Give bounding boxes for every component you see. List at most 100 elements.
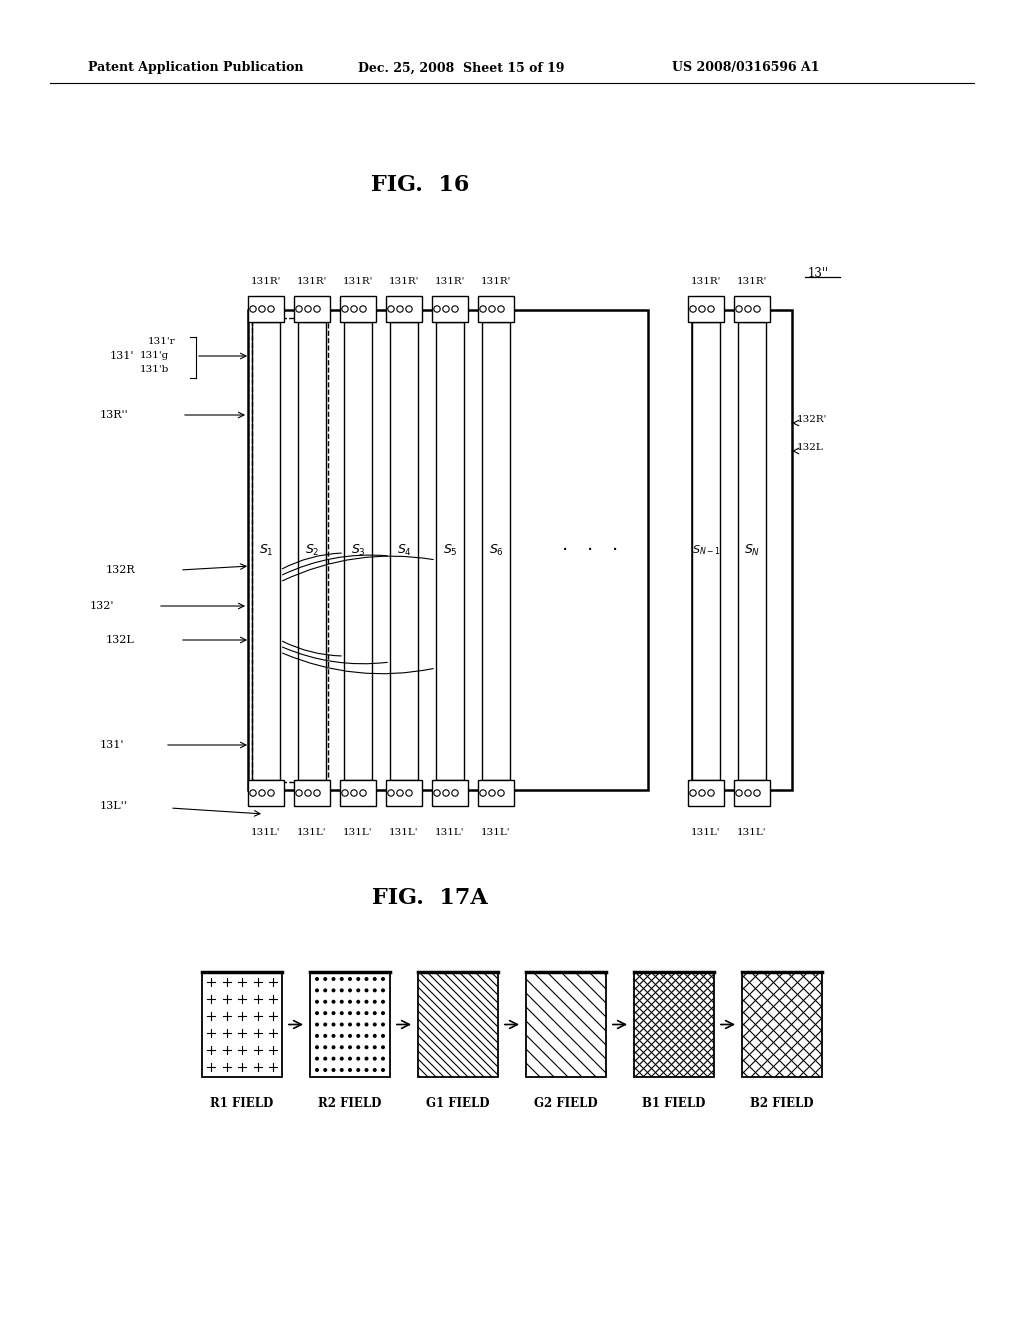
Circle shape xyxy=(357,1035,359,1038)
Text: $S_3$: $S_3$ xyxy=(350,543,366,557)
Circle shape xyxy=(488,789,496,796)
Circle shape xyxy=(342,789,348,796)
Bar xyxy=(436,322,464,780)
Bar xyxy=(692,310,792,789)
Bar xyxy=(738,322,766,780)
Bar xyxy=(310,972,390,1077)
Circle shape xyxy=(382,1045,384,1048)
Text: FIG.  16: FIG. 16 xyxy=(371,174,469,195)
Text: 131L': 131L' xyxy=(737,828,767,837)
Circle shape xyxy=(744,789,752,796)
Circle shape xyxy=(315,1069,318,1072)
Text: 131R': 131R' xyxy=(251,277,282,286)
Circle shape xyxy=(357,1069,359,1072)
Text: 13L'': 13L'' xyxy=(100,801,128,810)
Circle shape xyxy=(366,1057,368,1060)
Circle shape xyxy=(296,789,302,796)
Circle shape xyxy=(442,789,450,796)
Circle shape xyxy=(250,306,256,313)
Text: $S_4$: $S_4$ xyxy=(396,543,412,557)
Bar xyxy=(248,780,284,807)
Circle shape xyxy=(374,1001,376,1003)
Circle shape xyxy=(452,306,458,313)
Bar xyxy=(742,972,822,1077)
Circle shape xyxy=(754,306,760,313)
Circle shape xyxy=(442,306,450,313)
Circle shape xyxy=(324,1035,327,1038)
Text: 132R: 132R xyxy=(106,565,135,576)
Circle shape xyxy=(357,1012,359,1015)
Bar xyxy=(252,322,280,780)
Circle shape xyxy=(349,1057,351,1060)
Bar xyxy=(386,296,422,322)
Text: 131L': 131L' xyxy=(435,828,465,837)
Circle shape xyxy=(315,978,318,981)
Bar xyxy=(482,322,510,780)
Circle shape xyxy=(351,306,357,313)
Bar xyxy=(692,322,720,780)
Circle shape xyxy=(349,1012,351,1015)
Circle shape xyxy=(366,1001,368,1003)
Bar xyxy=(310,972,390,1077)
Circle shape xyxy=(305,306,311,313)
Circle shape xyxy=(332,1069,335,1072)
Bar xyxy=(734,296,770,322)
Text: ·   ·   ·: · · · xyxy=(562,540,618,560)
Circle shape xyxy=(434,306,440,313)
Text: 131L': 131L' xyxy=(251,828,281,837)
Text: 132R': 132R' xyxy=(797,416,827,425)
Circle shape xyxy=(366,1069,368,1072)
Text: $S_1$: $S_1$ xyxy=(259,543,273,557)
Text: R2 FIELD: R2 FIELD xyxy=(318,1097,382,1110)
Text: 131L': 131L' xyxy=(691,828,721,837)
Circle shape xyxy=(313,306,321,313)
Bar xyxy=(688,780,724,807)
Text: 132L: 132L xyxy=(797,444,823,453)
Text: 131R': 131R' xyxy=(389,277,419,286)
Circle shape xyxy=(690,789,696,796)
Text: 131L': 131L' xyxy=(297,828,327,837)
Circle shape xyxy=(698,306,706,313)
Text: G2 FIELD: G2 FIELD xyxy=(535,1097,598,1110)
Bar xyxy=(386,780,422,807)
Circle shape xyxy=(382,1023,384,1026)
Circle shape xyxy=(366,1045,368,1048)
Circle shape xyxy=(332,978,335,981)
Circle shape xyxy=(315,1023,318,1026)
Text: 131R': 131R' xyxy=(691,277,721,286)
Bar xyxy=(294,296,330,322)
Circle shape xyxy=(268,306,274,313)
Bar xyxy=(252,318,328,781)
Circle shape xyxy=(259,789,265,796)
Circle shape xyxy=(349,1069,351,1072)
Circle shape xyxy=(332,1057,335,1060)
Bar xyxy=(298,322,326,780)
Circle shape xyxy=(434,789,440,796)
Circle shape xyxy=(342,306,348,313)
Bar xyxy=(526,972,606,1077)
Circle shape xyxy=(366,1012,368,1015)
Circle shape xyxy=(357,1023,359,1026)
Circle shape xyxy=(357,1045,359,1048)
Text: Patent Application Publication: Patent Application Publication xyxy=(88,62,303,74)
Text: B2 FIELD: B2 FIELD xyxy=(751,1097,814,1110)
Bar xyxy=(734,780,770,807)
Text: R1 FIELD: R1 FIELD xyxy=(210,1097,273,1110)
Circle shape xyxy=(690,306,696,313)
Circle shape xyxy=(324,1001,327,1003)
Text: 131L': 131L' xyxy=(481,828,511,837)
Text: 131L': 131L' xyxy=(389,828,419,837)
Circle shape xyxy=(357,1001,359,1003)
Text: 132': 132' xyxy=(90,601,115,611)
Circle shape xyxy=(382,1057,384,1060)
Text: 131R': 131R' xyxy=(297,277,328,286)
Circle shape xyxy=(452,789,458,796)
Circle shape xyxy=(324,1057,327,1060)
Circle shape xyxy=(357,989,359,991)
Circle shape xyxy=(296,306,302,313)
Text: 131'r: 131'r xyxy=(148,338,176,346)
Circle shape xyxy=(708,789,714,796)
Circle shape xyxy=(340,1069,343,1072)
Circle shape xyxy=(340,1057,343,1060)
Text: $S_2$: $S_2$ xyxy=(305,543,319,557)
